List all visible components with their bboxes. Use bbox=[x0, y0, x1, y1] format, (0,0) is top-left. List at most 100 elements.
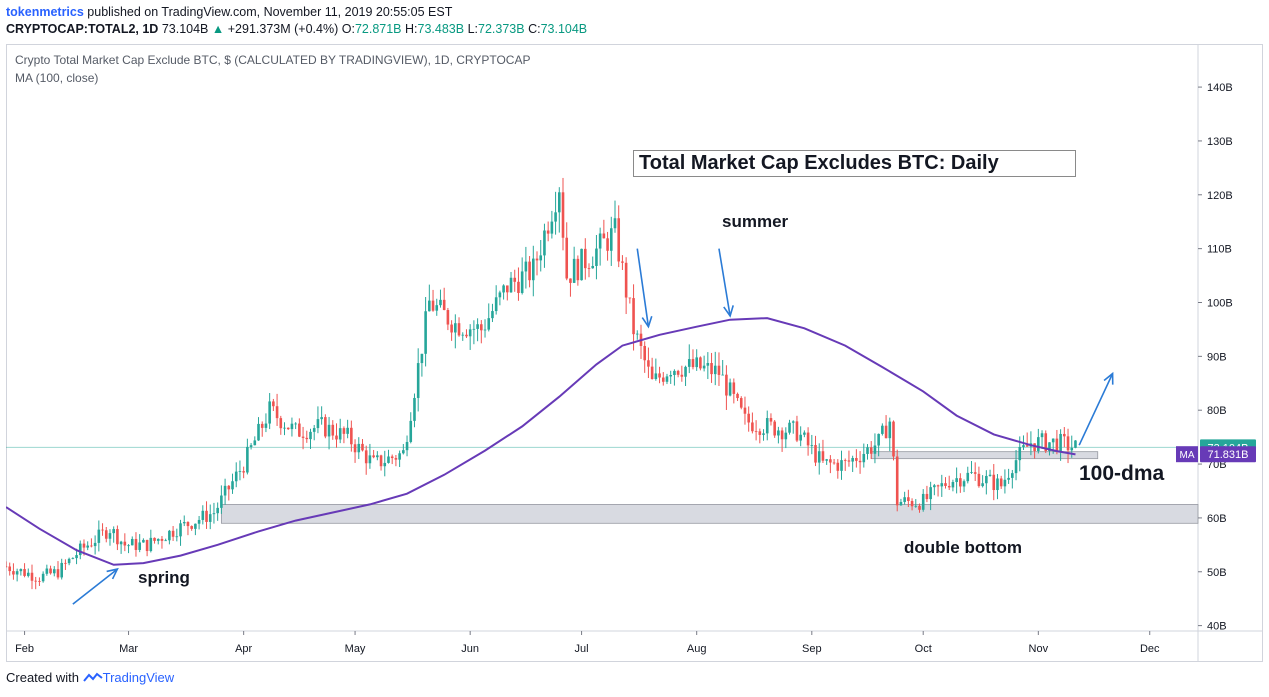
candle-body[interactable] bbox=[249, 445, 253, 447]
candle-body[interactable] bbox=[1033, 443, 1036, 451]
candle-body[interactable] bbox=[279, 418, 283, 429]
candle-body[interactable] bbox=[234, 471, 238, 482]
candle-body[interactable] bbox=[554, 212, 557, 222]
candle-body[interactable] bbox=[999, 478, 1003, 487]
candle-body[interactable] bbox=[301, 436, 305, 438]
candle-body[interactable] bbox=[606, 238, 609, 251]
candle-body[interactable] bbox=[992, 474, 996, 491]
candle-body[interactable] bbox=[624, 262, 628, 298]
candle-body[interactable] bbox=[869, 447, 873, 454]
candle-body[interactable] bbox=[583, 248, 587, 269]
candle-body[interactable] bbox=[907, 497, 910, 502]
candle-body[interactable] bbox=[420, 353, 424, 364]
candle-body[interactable] bbox=[26, 572, 30, 576]
candle-body[interactable] bbox=[468, 329, 472, 337]
candle-body[interactable] bbox=[435, 305, 439, 311]
candle-body[interactable] bbox=[955, 478, 958, 483]
candle-body[interactable] bbox=[687, 359, 691, 367]
candle-body[interactable] bbox=[769, 418, 773, 422]
candle-body[interactable] bbox=[847, 460, 851, 462]
candle-body[interactable] bbox=[1025, 445, 1029, 447]
candle-body[interactable] bbox=[895, 456, 899, 506]
candle-body[interactable] bbox=[409, 420, 413, 442]
candle-body[interactable] bbox=[450, 324, 453, 333]
candle-body[interactable] bbox=[398, 453, 401, 460]
candle-body[interactable] bbox=[758, 431, 762, 435]
candle-body[interactable] bbox=[171, 530, 175, 537]
candle-body[interactable] bbox=[925, 493, 929, 500]
candle-body[interactable] bbox=[1007, 477, 1010, 480]
candle-body[interactable] bbox=[773, 421, 776, 436]
candle-body[interactable] bbox=[532, 258, 535, 281]
candle-body[interactable] bbox=[695, 357, 698, 368]
ma-100-line[interactable] bbox=[6, 317, 1076, 566]
candle-body[interactable] bbox=[751, 422, 754, 432]
candle-body[interactable] bbox=[231, 481, 234, 490]
candle-body[interactable] bbox=[194, 523, 197, 529]
candle-body[interactable] bbox=[513, 277, 517, 282]
candle-body[interactable] bbox=[75, 555, 78, 559]
candle-body[interactable] bbox=[665, 376, 669, 382]
candle-body[interactable] bbox=[684, 366, 687, 377]
candle-body[interactable] bbox=[881, 425, 884, 434]
candle-body[interactable] bbox=[376, 455, 379, 458]
candle-body[interactable] bbox=[353, 444, 357, 453]
candle-body[interactable] bbox=[149, 537, 153, 552]
candle-body[interactable] bbox=[86, 545, 89, 548]
candle-body[interactable] bbox=[944, 483, 947, 486]
candle-body[interactable] bbox=[884, 425, 888, 439]
candle-body[interactable] bbox=[914, 505, 918, 507]
candle-body[interactable] bbox=[491, 311, 494, 319]
candle-body[interactable] bbox=[439, 299, 442, 306]
candle-body[interactable] bbox=[19, 569, 23, 572]
candle-body[interactable] bbox=[305, 437, 309, 440]
candle-body[interactable] bbox=[383, 462, 387, 467]
candle-body[interactable] bbox=[390, 456, 394, 459]
candle-body[interactable] bbox=[364, 450, 368, 464]
candle-body[interactable] bbox=[472, 328, 476, 330]
candle-body[interactable] bbox=[8, 566, 12, 572]
candle-body[interactable] bbox=[528, 261, 531, 281]
candle-body[interactable] bbox=[142, 539, 145, 543]
candle-body[interactable] bbox=[803, 432, 806, 435]
candle-body[interactable] bbox=[324, 417, 327, 437]
candle-body[interactable] bbox=[1011, 473, 1014, 478]
candle-body[interactable] bbox=[431, 300, 435, 311]
candle-body[interactable] bbox=[524, 261, 528, 272]
candle-body[interactable] bbox=[725, 374, 728, 396]
candle-body[interactable] bbox=[23, 569, 26, 576]
candle-body[interactable] bbox=[951, 482, 955, 488]
candle-body[interactable] bbox=[82, 543, 86, 548]
candle-body[interactable] bbox=[30, 572, 34, 581]
candle-body[interactable] bbox=[361, 443, 364, 451]
candle-body[interactable] bbox=[996, 478, 999, 491]
candle-body[interactable] bbox=[543, 230, 546, 256]
candle-body[interactable] bbox=[873, 445, 877, 454]
candle-body[interactable] bbox=[428, 300, 431, 312]
candle-body[interactable] bbox=[138, 542, 141, 550]
candle-body[interactable] bbox=[921, 493, 925, 510]
candle-body[interactable] bbox=[810, 445, 814, 446]
candle-body[interactable] bbox=[461, 334, 465, 336]
candle-body[interactable] bbox=[1074, 440, 1077, 448]
candle-body[interactable] bbox=[205, 510, 208, 522]
candle-body[interactable] bbox=[246, 446, 249, 473]
candle-body[interactable] bbox=[591, 265, 595, 269]
candle-body[interactable] bbox=[784, 432, 788, 440]
candle-body[interactable] bbox=[272, 401, 275, 407]
candle-body[interactable] bbox=[112, 529, 115, 534]
candle-body[interactable] bbox=[806, 432, 810, 446]
candle-body[interactable] bbox=[502, 285, 505, 293]
candle-body[interactable] bbox=[1022, 445, 1025, 448]
candle-body[interactable] bbox=[550, 221, 554, 234]
candle-body[interactable] bbox=[476, 324, 479, 329]
candle-body[interactable] bbox=[182, 522, 186, 524]
candle-body[interactable] bbox=[101, 529, 104, 531]
candle-body[interactable] bbox=[346, 427, 349, 434]
candle-body[interactable] bbox=[981, 483, 984, 487]
candle-body[interactable] bbox=[294, 423, 297, 425]
candle-body[interactable] bbox=[41, 573, 45, 582]
candle-body[interactable] bbox=[123, 541, 127, 546]
candle-body[interactable] bbox=[320, 417, 323, 420]
candle-body[interactable] bbox=[52, 569, 56, 574]
